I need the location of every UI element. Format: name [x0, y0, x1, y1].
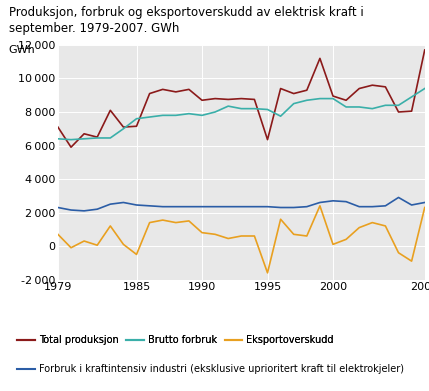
Text: september. 1979-2007. GWh: september. 1979-2007. GWh — [9, 22, 179, 34]
Legend: Forbruk i kraftintensiv industri (eksklusive uprioritert kraft til elektrokjeler: Forbruk i kraftintensiv industri (eksklu… — [13, 361, 408, 378]
Text: Produksjon, forbruk og eksportoverskudd av elektrisk kraft i: Produksjon, forbruk og eksportoverskudd … — [9, 6, 363, 19]
Text: GWh: GWh — [9, 45, 35, 55]
Legend: Total produksjon, Brutto forbruk, Eksportoverskudd: Total produksjon, Brutto forbruk, Ekspor… — [13, 331, 337, 349]
